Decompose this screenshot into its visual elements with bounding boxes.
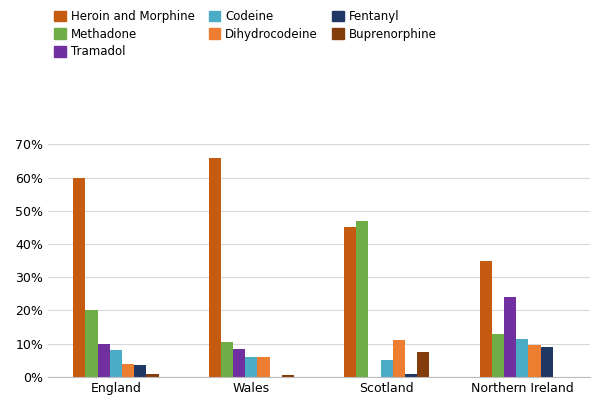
Bar	[356, 221, 368, 377]
Bar	[134, 365, 146, 377]
Bar	[417, 352, 429, 377]
Bar	[245, 357, 258, 377]
Bar	[344, 227, 356, 377]
Bar	[480, 261, 492, 377]
Bar	[405, 374, 417, 377]
Legend: Heroin and Morphine, Methadone, Tramadol, Codeine, Dihydrocodeine, Fentanyl, Bup: Heroin and Morphine, Methadone, Tramadol…	[54, 10, 436, 59]
Bar	[282, 375, 294, 377]
Bar	[541, 347, 553, 377]
Bar	[221, 342, 233, 377]
Bar	[209, 158, 221, 377]
Bar	[393, 340, 405, 377]
Bar	[110, 350, 122, 377]
Bar	[504, 297, 516, 377]
Bar	[258, 357, 270, 377]
Bar	[492, 334, 504, 377]
Bar	[98, 344, 110, 377]
Bar	[146, 374, 158, 377]
Bar	[122, 364, 134, 377]
Bar	[233, 349, 245, 377]
Bar	[529, 345, 541, 377]
Bar	[85, 310, 98, 377]
Bar	[73, 178, 85, 377]
Bar	[380, 360, 393, 377]
Bar	[516, 339, 529, 377]
